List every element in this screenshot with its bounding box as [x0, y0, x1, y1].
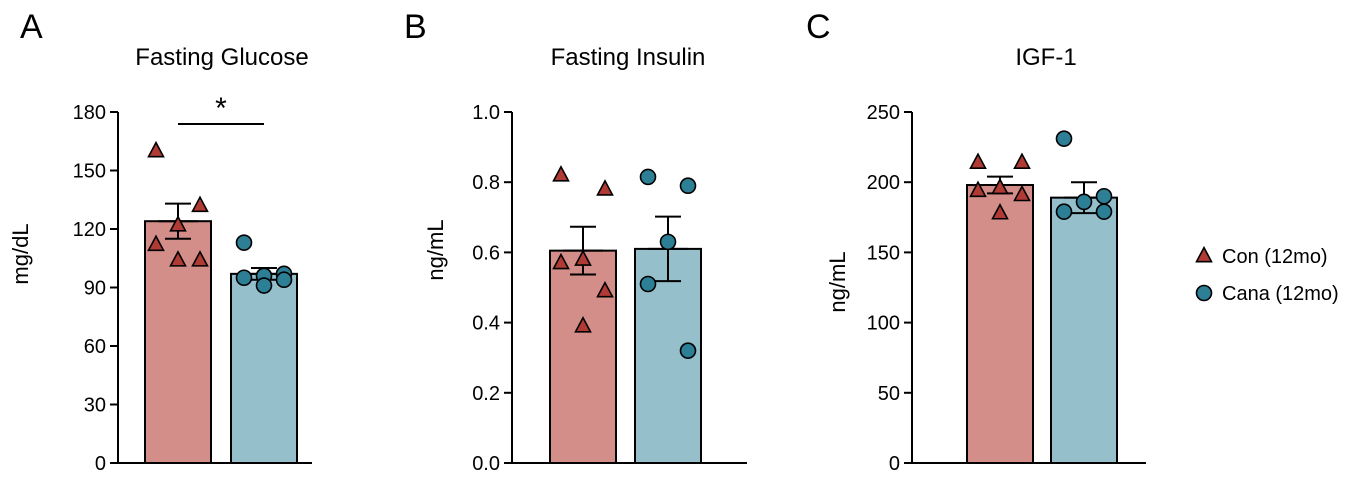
data-point-cana	[1055, 130, 1073, 147]
data-point-cana	[235, 269, 253, 287]
y-tick-label: 200	[867, 172, 900, 194]
panel-a-ylabel: mg/dL	[8, 223, 33, 284]
y-tick-label: 0.4	[472, 313, 500, 335]
data-point-con	[169, 250, 187, 267]
panel-b-ylabel: ng/mL	[423, 219, 448, 280]
panel-b-letter: B	[404, 8, 427, 46]
y-tick-label: 0.2	[472, 383, 500, 405]
data-point-con	[969, 180, 987, 198]
y-tick-label: 60	[84, 336, 106, 358]
data-point-cana	[1055, 203, 1073, 220]
y-tick-label: 0.8	[472, 172, 500, 194]
panel-a-plot: 0 30 60 90 120 150 180 *	[73, 92, 312, 475]
y-tick-label: 0	[95, 453, 106, 475]
y-tick-label: 0.0	[472, 453, 500, 475]
panel-c: C IGF-1 ng/mL 0 50 100 150 200 250	[806, 8, 1146, 475]
data-point-con	[191, 195, 209, 213]
data-point-con	[596, 179, 614, 196]
y-tick-label: 150	[867, 242, 900, 264]
data-point-con	[1013, 184, 1031, 202]
y-tick-label: 180	[73, 102, 106, 124]
data-point-con	[574, 316, 592, 333]
significance-star: *	[215, 92, 227, 125]
bar-cana	[230, 272, 298, 464]
y-tick-label: 150	[73, 161, 106, 183]
data-point-cana	[1075, 193, 1093, 211]
panel-a-letter: A	[20, 8, 43, 46]
data-point-con	[147, 234, 165, 252]
data-point-cana	[235, 234, 253, 251]
data-point-con	[596, 280, 614, 298]
panel-a-title: Fasting Glucose	[135, 44, 308, 71]
y-tick-label: 50	[878, 383, 900, 405]
panel-c-title: IGF-1	[1015, 44, 1076, 71]
data-point-con	[191, 250, 209, 267]
panel-c-plot: 0 50 100 150 200 250	[867, 102, 1146, 475]
legend-label-cana: Cana (12mo)	[1222, 283, 1339, 305]
bar-con	[549, 249, 617, 464]
bar-con	[966, 184, 1034, 464]
legend-triangle-icon	[1195, 245, 1213, 263]
data-point-con	[169, 215, 187, 232]
y-tick-label: 1.0	[472, 102, 500, 124]
legend-marker-con	[1195, 245, 1213, 263]
data-point-cana	[639, 168, 657, 186]
panel-a: A Fasting Glucose mg/dL 0 30 60 90 120 150 180…	[8, 8, 312, 475]
panel-b-plot: 0.0 0.2 0.4 0.6 0.8 1.0	[472, 102, 747, 475]
data-point-cana	[255, 277, 273, 294]
data-point-cana	[1095, 187, 1113, 205]
data-point-con	[969, 152, 987, 170]
data-point-con	[991, 177, 1009, 195]
legend-circle-icon	[1195, 284, 1213, 302]
data-point-cana	[1095, 203, 1113, 220]
data-point-cana	[679, 177, 697, 195]
y-tick-label: 90	[84, 278, 106, 300]
data-point-cana	[679, 342, 697, 359]
data-point-con	[552, 252, 570, 270]
legend-marker-cana	[1195, 284, 1213, 302]
y-tick-label: 0.6	[472, 242, 500, 264]
panel-b-title: Fasting Insulin	[551, 44, 706, 71]
data-point-cana	[275, 271, 293, 289]
data-point-cana	[639, 275, 657, 293]
panel-b: B Fasting Insulin ng/mL 0.0 0.2 0.4 0.6 0.8 1…	[404, 8, 747, 475]
bar-cana	[1050, 196, 1118, 464]
y-tick-label: 100	[867, 313, 900, 335]
y-tick-label: 120	[73, 219, 106, 241]
data-point-con	[991, 203, 1009, 220]
panel-c-ylabel: ng/mL	[825, 251, 850, 312]
data-point-con	[1013, 152, 1031, 170]
data-point-con	[147, 140, 165, 158]
y-tick-label: 30	[84, 395, 106, 417]
data-point-cana	[659, 233, 677, 251]
panel-c-letter: C	[806, 8, 831, 46]
data-point-con	[552, 165, 570, 182]
data-point-con	[574, 249, 592, 266]
legend: Con (12mo) Cana (12mo)	[1195, 245, 1339, 305]
y-tick-label: 0	[889, 453, 900, 475]
y-tick-label: 250	[867, 102, 900, 124]
legend-label-con: Con (12mo)	[1222, 246, 1328, 268]
